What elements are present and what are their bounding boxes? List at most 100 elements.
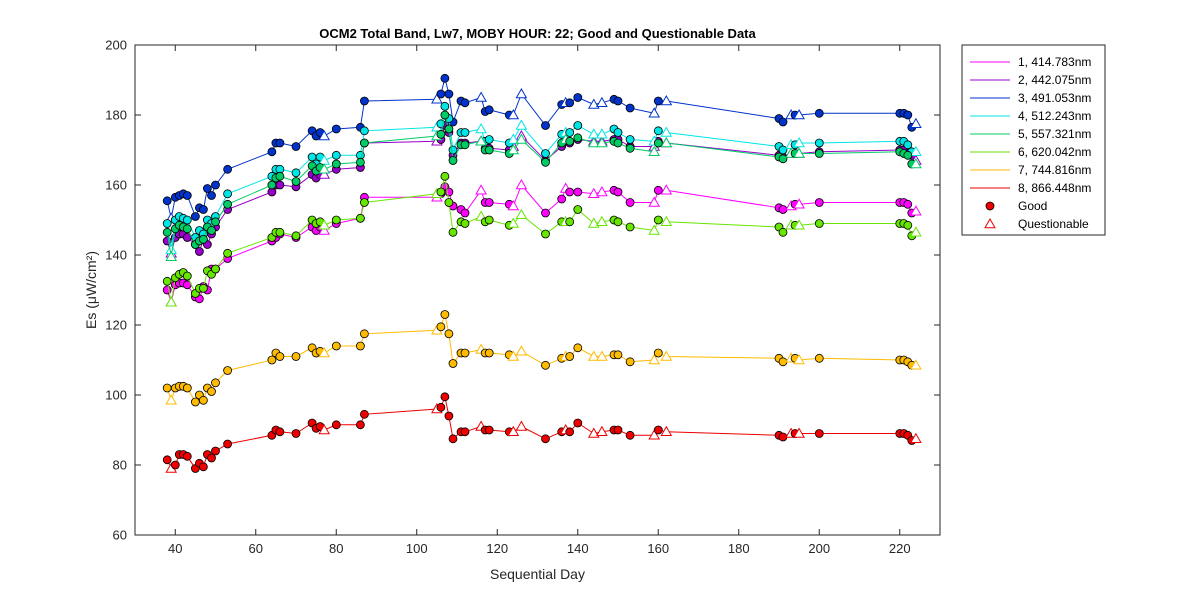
good-point xyxy=(267,180,277,190)
good-point xyxy=(359,329,369,339)
legend-label-2: 2, 442.075nm xyxy=(1018,73,1091,87)
legend-label-8: 8, 866.448nm xyxy=(1018,181,1091,195)
questionable-point xyxy=(507,425,520,436)
good-point xyxy=(162,219,172,228)
x-tick-label: 160 xyxy=(647,541,669,556)
good-point xyxy=(359,409,369,419)
good-point xyxy=(573,343,583,353)
good-point xyxy=(198,395,208,405)
good-point xyxy=(162,276,172,286)
good-point xyxy=(613,350,623,360)
questionable-point xyxy=(475,184,487,195)
questionable-point xyxy=(318,423,331,435)
questionable-point xyxy=(515,208,528,219)
questionable-point xyxy=(515,133,528,144)
questionable-point xyxy=(660,425,673,436)
good-point xyxy=(436,402,446,412)
good-point xyxy=(814,149,824,158)
good-point xyxy=(565,187,575,197)
good-point xyxy=(448,227,458,237)
questionable-point xyxy=(660,126,673,137)
good-point xyxy=(207,387,216,396)
good-point xyxy=(207,226,216,235)
x-tick-label: 120 xyxy=(486,541,508,556)
questionable-point xyxy=(587,217,600,228)
x-tick-label: 220 xyxy=(889,541,911,556)
good-point xyxy=(331,420,341,430)
good-point xyxy=(573,418,583,428)
good-point xyxy=(625,143,635,153)
questionable-point xyxy=(648,353,661,365)
good-point xyxy=(653,425,663,435)
good-point xyxy=(162,285,172,295)
good-point xyxy=(182,451,192,461)
good-point xyxy=(440,171,450,181)
good-point xyxy=(541,229,550,239)
questionable-point xyxy=(507,350,520,361)
questionable-point xyxy=(165,394,178,405)
good-point xyxy=(903,220,913,230)
good-point xyxy=(541,157,550,167)
legend-label-1: 1, 414.783nm xyxy=(1018,55,1091,69)
legend-label-3: 3, 491.053nm xyxy=(1018,91,1091,105)
legend-good-marker xyxy=(985,201,995,211)
questionable-point xyxy=(596,350,608,361)
good-point xyxy=(331,341,341,351)
axes-box xyxy=(134,44,941,536)
good-point xyxy=(778,145,788,155)
good-point xyxy=(275,171,285,181)
good-point xyxy=(541,360,550,370)
good-point xyxy=(653,138,663,148)
good-point xyxy=(444,89,454,99)
good-point xyxy=(565,98,575,108)
good-point xyxy=(182,271,192,281)
good-point xyxy=(460,208,470,218)
good-point xyxy=(903,199,913,209)
y-tick-label: 180 xyxy=(105,108,127,123)
good-point xyxy=(625,135,635,144)
good-point xyxy=(814,138,824,148)
good-point xyxy=(460,219,470,228)
good-point xyxy=(484,198,494,207)
good-point xyxy=(541,434,550,444)
good-point xyxy=(460,98,470,108)
good-point xyxy=(814,108,824,118)
good-point xyxy=(223,199,233,209)
good-point xyxy=(613,96,623,106)
good-point xyxy=(460,348,470,358)
questionable-point xyxy=(587,98,600,109)
good-point xyxy=(275,427,285,437)
good-point xyxy=(223,164,233,174)
y-tick-label: 120 xyxy=(105,318,127,333)
questionable-point xyxy=(648,429,661,440)
good-point xyxy=(331,124,341,134)
x-tick-label: 40 xyxy=(168,541,182,556)
good-point xyxy=(190,212,200,221)
good-point xyxy=(484,135,494,144)
questionable-point xyxy=(515,420,528,431)
good-point xyxy=(355,420,365,430)
good-point xyxy=(573,121,583,130)
questionable-point xyxy=(507,199,520,211)
good-point xyxy=(653,215,663,225)
good-point xyxy=(440,110,450,120)
questionable-point xyxy=(910,157,922,169)
questionable-point xyxy=(318,224,331,235)
questionable-point xyxy=(660,215,673,226)
y-tick-label: 160 xyxy=(105,178,127,193)
good-point xyxy=(331,150,341,160)
good-point xyxy=(275,352,285,361)
good-point xyxy=(625,222,635,232)
good-point xyxy=(202,184,212,193)
good-point xyxy=(625,103,635,113)
y-tick-label: 140 xyxy=(105,248,127,263)
good-point xyxy=(814,198,824,207)
good-point xyxy=(359,126,369,136)
good-point xyxy=(460,128,470,137)
good-point xyxy=(198,283,208,293)
legend-label-5: 5, 557.321nm xyxy=(1018,127,1091,141)
good-point xyxy=(223,439,233,449)
questionable-point xyxy=(165,296,178,307)
questionable-point xyxy=(660,136,673,148)
good-point xyxy=(613,128,623,137)
